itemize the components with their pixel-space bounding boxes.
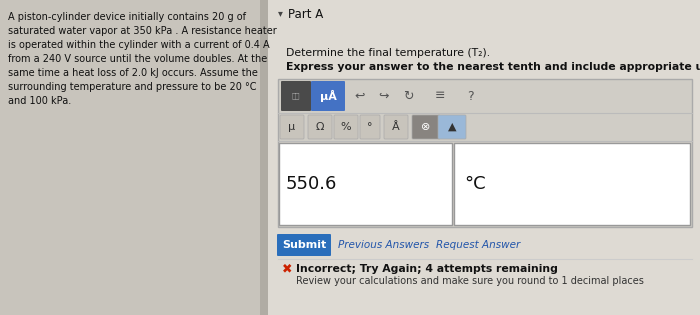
Text: ↩: ↩ <box>355 89 365 102</box>
Text: ⬛⬛: ⬛⬛ <box>292 93 300 99</box>
FancyBboxPatch shape <box>281 81 311 111</box>
Text: Determine the final temperature (T₂).: Determine the final temperature (T₂). <box>286 48 490 58</box>
FancyBboxPatch shape <box>438 115 466 139</box>
Text: ▾: ▾ <box>278 8 283 18</box>
Bar <box>260 0 268 315</box>
FancyBboxPatch shape <box>277 234 331 256</box>
FancyBboxPatch shape <box>280 115 304 139</box>
Bar <box>454 143 690 225</box>
FancyBboxPatch shape <box>334 115 358 139</box>
Text: °: ° <box>368 122 372 132</box>
Bar <box>279 143 452 225</box>
Text: Å: Å <box>392 122 400 132</box>
Text: Request Answer: Request Answer <box>436 240 520 250</box>
Text: Express your answer to the nearest tenth and include appropriate units.: Express your answer to the nearest tenth… <box>286 62 700 72</box>
Text: ↪: ↪ <box>379 89 389 102</box>
Text: ✖: ✖ <box>282 262 293 276</box>
FancyBboxPatch shape <box>384 115 408 139</box>
Text: Part A: Part A <box>288 8 323 21</box>
Text: °C: °C <box>464 175 486 193</box>
Bar <box>278 79 692 227</box>
FancyBboxPatch shape <box>360 115 380 139</box>
FancyBboxPatch shape <box>412 115 440 139</box>
Text: ≡: ≡ <box>435 89 445 102</box>
FancyBboxPatch shape <box>311 81 345 111</box>
Text: Previous Answers: Previous Answers <box>338 240 429 250</box>
Text: Review your calculations and make sure you round to 1 decimal places: Review your calculations and make sure y… <box>296 276 644 286</box>
Text: A piston-cylinder device initially contains 20 g of
saturated water vapor at 350: A piston-cylinder device initially conta… <box>8 12 276 106</box>
Text: ↻: ↻ <box>402 89 413 102</box>
Bar <box>0 0 260 315</box>
Text: Ω: Ω <box>316 122 324 132</box>
Text: μ: μ <box>288 122 295 132</box>
Text: μÅ: μÅ <box>320 90 337 102</box>
FancyBboxPatch shape <box>308 115 332 139</box>
Text: %: % <box>341 122 351 132</box>
Text: Submit: Submit <box>282 240 326 250</box>
Text: ⊗: ⊗ <box>421 122 430 132</box>
Text: 550.6: 550.6 <box>286 175 337 193</box>
Text: ?: ? <box>467 89 473 102</box>
Text: ▲: ▲ <box>448 122 456 132</box>
Text: Incorrect; Try Again; 4 attempts remaining: Incorrect; Try Again; 4 attempts remaini… <box>296 264 558 274</box>
